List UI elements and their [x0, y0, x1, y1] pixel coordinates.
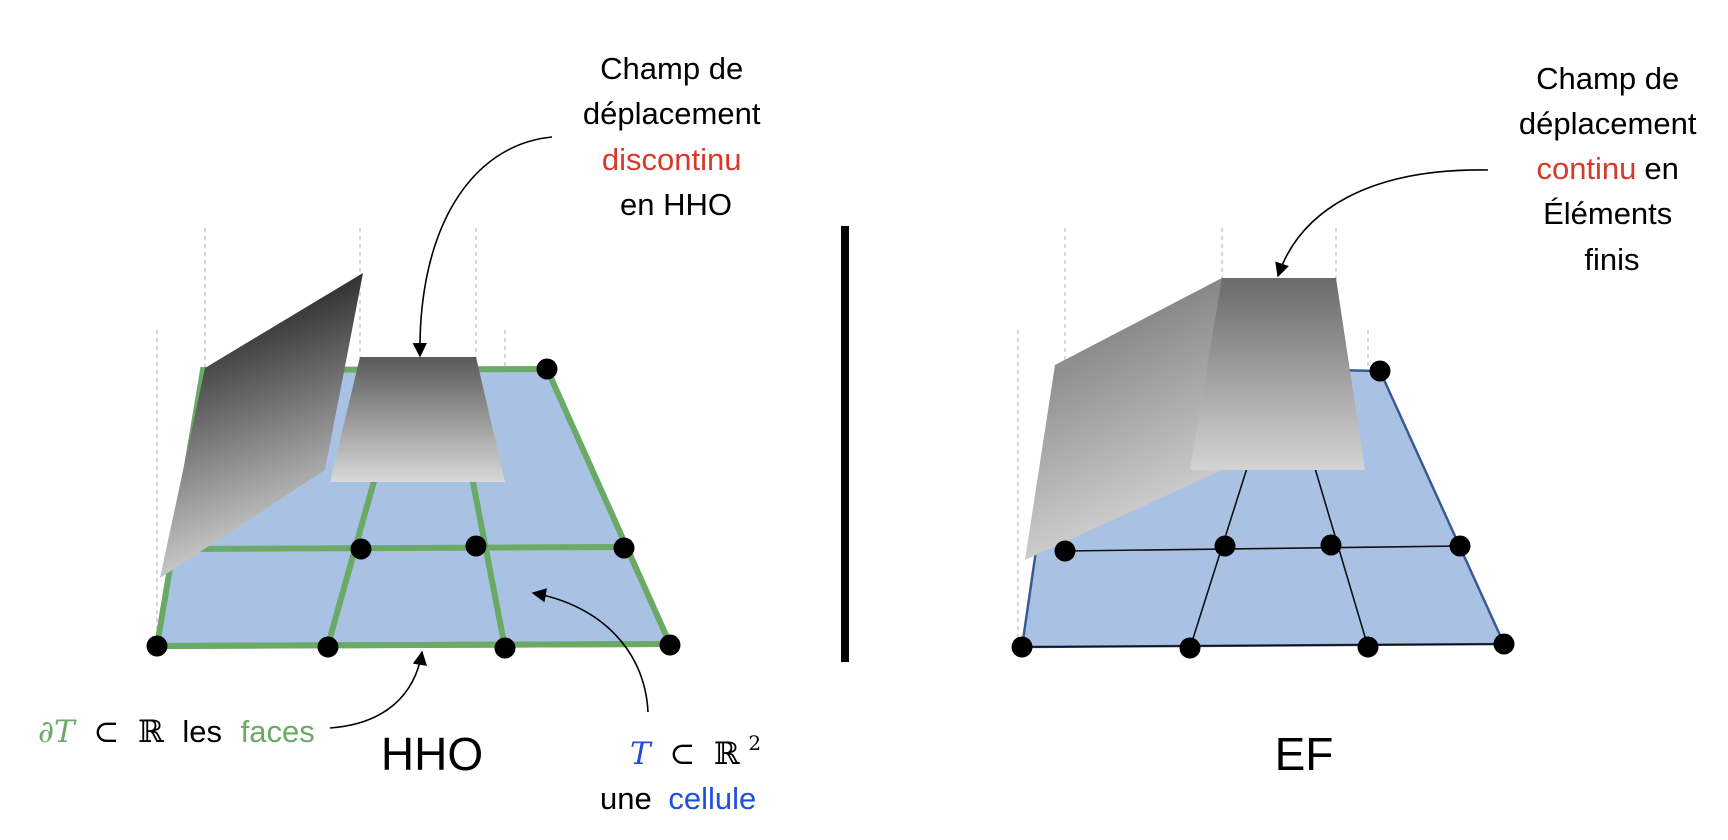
hho-faces-arrow	[329, 650, 428, 729]
cell-math-symbol: T	[630, 736, 653, 772]
ef-mesh-lines	[1021, 464, 1505, 649]
faces-les-word: les	[182, 714, 222, 749]
hho-faces-label: ∂T ⊂ ℝ les faces	[38, 714, 315, 750]
cell-une-word: une	[600, 781, 652, 816]
ef-panel: Champ de déplacement continu en Éléments …	[1011, 61, 1705, 780]
ef-field-label-line2: déplacement	[1519, 106, 1697, 141]
ef-field-label-line1: Champ de	[1536, 61, 1679, 96]
panel-separator	[841, 226, 849, 662]
ef-field-label-line5: finis	[1584, 242, 1639, 277]
faces-word: faces	[241, 714, 315, 749]
ef-en-word: en	[1644, 151, 1678, 186]
hho-cell-arrow	[531, 588, 649, 713]
cell-subset-symbol: ⊂	[669, 736, 695, 772]
ef-field-surface-left	[1025, 278, 1222, 560]
hho-cell-label-line2: une cellule	[600, 781, 756, 816]
ef-field-arrow	[1275, 169, 1489, 278]
hho-nodes	[146, 358, 681, 659]
cell-exponent: 2	[748, 731, 761, 755]
ef-field-label-line3: continu en	[1536, 151, 1678, 186]
hho-field-label-line4: en HHO	[620, 187, 732, 222]
faces-math-symbol: ∂T	[38, 714, 77, 750]
hho-field-surface-middle	[330, 357, 505, 482]
hho-title: HHO	[381, 728, 483, 780]
cell-real-set: ℝ	[714, 736, 740, 772]
hho-field-label: Champ de déplacement discontinu en HHO	[583, 51, 769, 222]
hho-field-label-line3: discontinu	[602, 142, 742, 177]
hho-panel: Champ de déplacement discontinu en HHO ∂…	[38, 51, 769, 816]
ef-nodes	[1011, 360, 1515, 659]
hho-cell-label-line1: T ⊂ ℝ 2	[630, 731, 761, 772]
hho-field-label-line1: Champ de	[600, 51, 743, 86]
ef-field-surface-right	[1190, 278, 1365, 470]
cell-word: cellule	[668, 781, 756, 816]
hho-field-surface-left	[160, 273, 363, 578]
faces-subset-symbol: ⊂	[93, 714, 119, 750]
hho-field-arrow	[412, 136, 553, 358]
faces-real-set: ℝ	[138, 714, 164, 750]
ef-field-label: Champ de déplacement continu en Éléments …	[1519, 61, 1705, 277]
ef-continu-word: continu	[1536, 151, 1636, 186]
hho-field-label-line2: déplacement	[583, 96, 761, 131]
ef-field-label-line4: Éléments	[1543, 196, 1672, 231]
ef-title: EF	[1275, 728, 1334, 780]
